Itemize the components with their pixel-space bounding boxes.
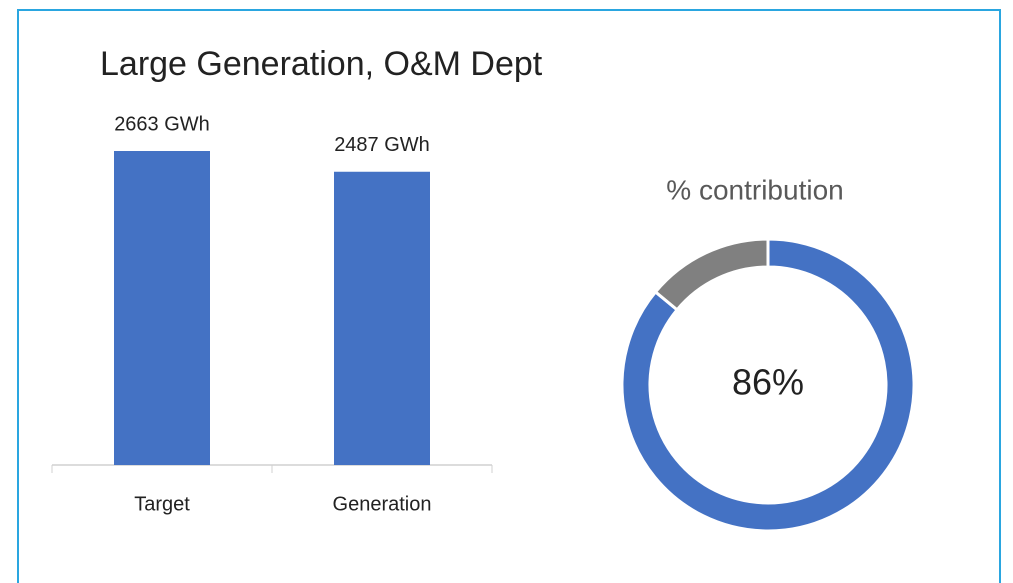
x-tick-label: Target <box>134 493 190 515</box>
value-label: 2487 GWh <box>334 134 430 156</box>
chart-title: Large Generation, O&M Dept <box>100 45 543 83</box>
value-label: 2663 GWh <box>114 113 210 135</box>
donut-title: % contribution <box>666 174 843 205</box>
x-tick-label: Generation <box>333 493 432 515</box>
center-label: 86% <box>732 362 804 403</box>
bar <box>334 171 430 465</box>
donut-segment <box>653 237 770 312</box>
donut-segment <box>620 237 916 533</box>
bar <box>114 151 210 465</box>
